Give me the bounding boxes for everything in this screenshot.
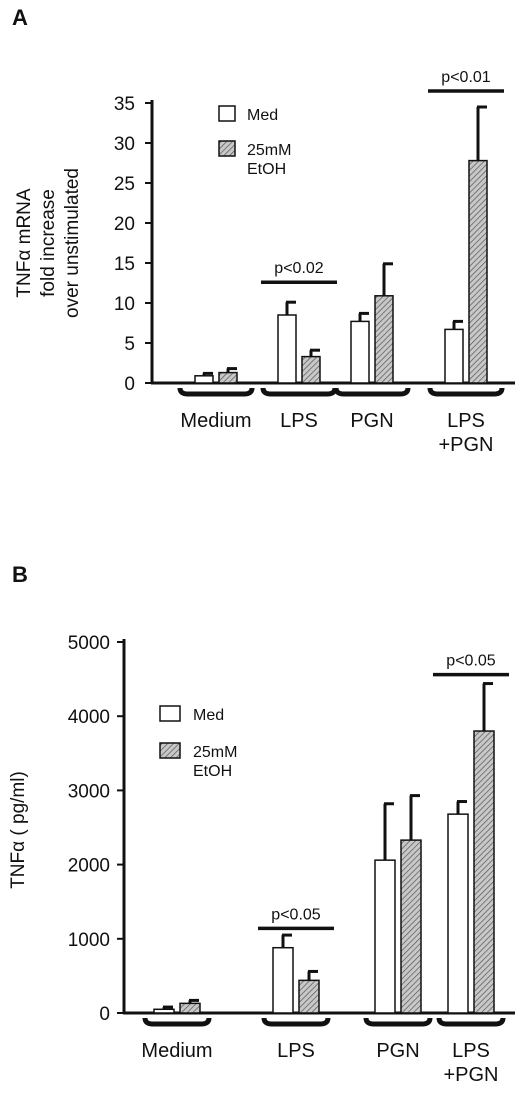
bar-med [153,1008,175,1014]
panel-b: B TNFα ( pg/ml) 0 1000 2000 3000 4000 5000 Mediu… [8,562,515,1086]
bar-med [447,813,469,1014]
y-tick-label: 1000 [68,930,110,951]
legend-label: 25mM [247,142,291,159]
category-bracket [427,387,505,397]
legend-swatch-med [159,705,181,722]
category-bracket [142,1017,212,1027]
category-label: Medium [141,1040,212,1062]
category-label: LPS [447,410,485,432]
category-bracket [260,387,338,397]
category-label: +PGN [438,434,493,456]
legend-swatch-etoh [218,140,236,157]
legend-label: 25mM [193,744,237,761]
significance-label: p<0.05 [271,906,320,923]
y-tick-label: 4000 [68,707,110,728]
y-tick-label: 5 [124,334,135,355]
category-bracket [333,387,411,397]
y-tick-label: 10 [114,294,135,315]
category-label: LPS [277,1040,315,1062]
bar-etoh [301,355,321,384]
legend-label: EtOH [193,763,232,780]
y-axis-label: over unstimulated [62,168,83,318]
bar-med [350,320,370,384]
significance-label: p<0.02 [274,260,323,277]
y-tick-label: 3000 [68,781,110,802]
y-tick-label: 20 [114,214,135,235]
category-label: PGN [350,410,393,432]
category-label: PGN [376,1040,419,1062]
y-axis-label: TNFα ( pg/ml) [8,771,29,889]
legend-label: Med [193,707,224,724]
bar-med [272,946,294,1014]
panel-letter: B [12,562,28,587]
bar-etoh [179,1002,201,1014]
bar-med [277,314,297,384]
y-tick-label: 5000 [68,633,110,654]
y-axis-label: TNFα mRNA [14,188,35,297]
significance-label: p<0.05 [446,653,495,670]
bar-etoh [400,839,422,1014]
bar-etoh [374,295,394,384]
bar-etoh [298,979,320,1014]
y-tick-label: 2000 [68,856,110,877]
legend-label: EtOH [247,161,286,178]
y-tick-label: 35 [114,94,135,115]
legend-swatch-etoh [159,742,181,759]
category-label: +PGN [443,1064,498,1086]
category-label: LPS [452,1040,490,1062]
category-bracket [363,1017,433,1027]
bar-etoh [473,730,495,1014]
category-bracket [261,1017,331,1027]
y-tick-label: 0 [99,1004,110,1025]
bar-med [194,375,214,384]
category-bracket [177,387,255,397]
category-label: Medium [180,410,251,432]
significance-label: p<0.01 [441,69,490,86]
legend-label: Med [247,107,278,124]
bar-med [374,859,396,1014]
bar-etoh [468,159,488,384]
category-label: LPS [280,410,318,432]
legend-swatch-med [218,105,236,122]
y-tick-label: 30 [114,134,135,155]
bar-med [444,328,464,384]
y-axis-label: fold increase [38,189,59,297]
panel-a: A TNFα mRNA fold increase over unstimulated… [12,5,515,456]
y-tick-label: 0 [124,374,135,395]
y-tick-label: 25 [114,174,135,195]
y-tick-label: 15 [114,254,135,275]
bar-etoh [218,371,238,384]
panel-letter: A [12,5,28,30]
category-bracket [436,1017,506,1027]
